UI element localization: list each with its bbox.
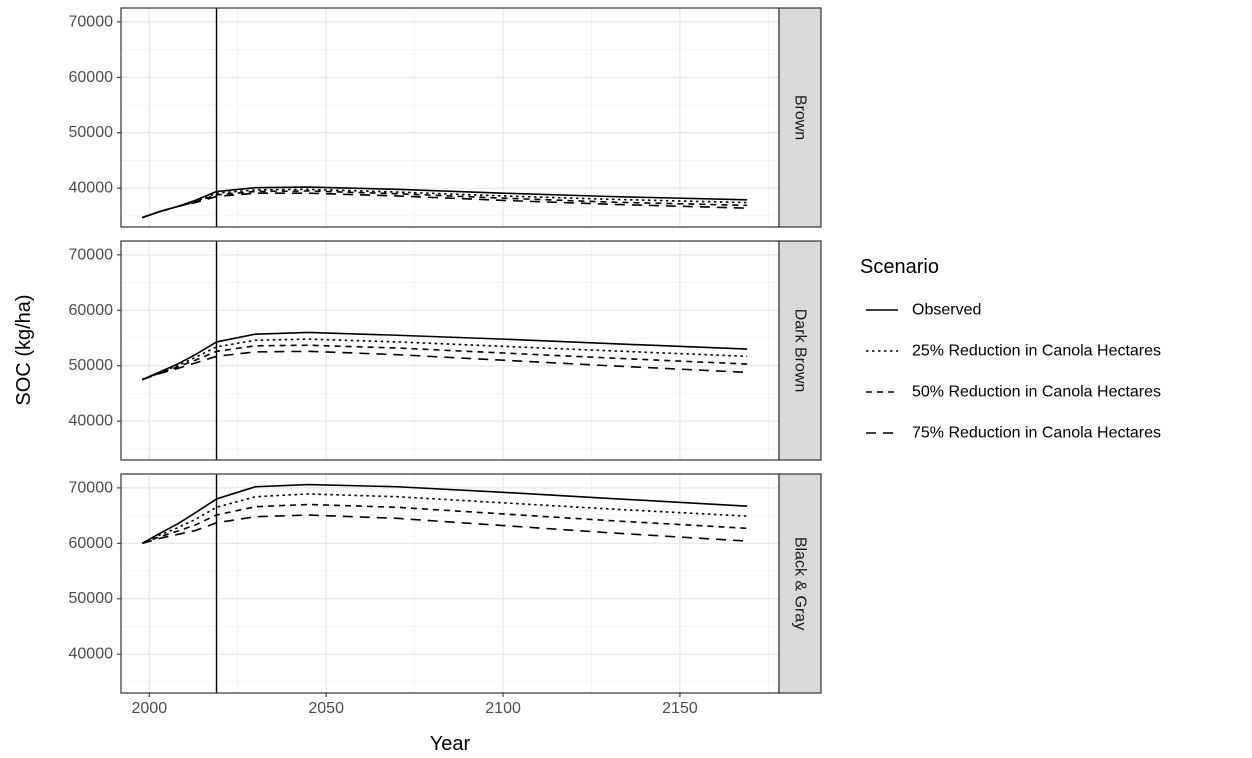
series-panel-brown — [141, 186, 748, 219]
x-tick-label: 2050 — [308, 700, 344, 717]
strip-box — [778, 240, 822, 461]
strip-box — [778, 473, 822, 694]
strip-label-black-gray: Black & Gray — [792, 537, 809, 630]
series-line-25-reduction-in-canola-hectares — [141, 493, 748, 545]
strip-box — [778, 7, 822, 228]
panel-dark-brown: Dark Brown 40000 50000 60000 70000 — [69, 240, 822, 461]
x-axis-title: Year — [430, 733, 471, 755]
series-panel-dark-brown — [141, 331, 748, 381]
legend: Scenario Observed 25% Reduction in Canola… — [860, 256, 1161, 442]
y-tick-label: 70000 — [69, 13, 114, 30]
legend-title: Scenario — [860, 256, 939, 278]
grid-panel-brown — [121, 8, 779, 227]
series-line-observed — [141, 331, 748, 381]
strip-label-dark-brown: Dark Brown — [792, 309, 809, 393]
x-tick-label: 2100 — [485, 700, 521, 717]
legend-label: Observed — [912, 302, 981, 319]
series-line-observed — [141, 483, 748, 544]
y-tick-label: 50000 — [69, 124, 114, 141]
x-axis-ticks: 2000 2050 2100 2150 — [132, 693, 698, 717]
series-line-75-reduction-in-canola-hectares — [142, 514, 748, 545]
y-tick-label: 70000 — [69, 246, 114, 263]
series-line-25-reduction-in-canola-hectares — [141, 338, 748, 381]
panel-black-gray: Black & Gray 40000 50000 60000 70000 — [69, 473, 822, 694]
series-panel-black-gray — [141, 483, 748, 545]
y-tick-label: 40000 — [69, 180, 114, 197]
series-line-75-reduction-in-canola-hectares — [141, 350, 748, 381]
y-tick-label: 40000 — [69, 413, 114, 430]
x-tick-label: 2150 — [662, 700, 698, 717]
x-tick-label: 2000 — [132, 700, 168, 717]
y-tick-label: 60000 — [69, 302, 114, 319]
y-ticks-panel-brown: 40000 50000 60000 70000 — [69, 13, 121, 197]
y-axis-title: SOC (kg/ha) — [13, 294, 35, 405]
grid-panel-black-gray — [121, 474, 779, 693]
strip-label-brown: Brown — [792, 95, 809, 140]
legend-label: 50% Reduction in Canola Hectares — [912, 384, 1161, 401]
y-tick-label: 40000 — [69, 646, 114, 663]
y-tick-label: 60000 — [69, 535, 114, 552]
y-ticks-panel-black-gray: 40000 50000 60000 70000 — [69, 479, 121, 663]
series-line-25-reduction-in-canola-hectares — [141, 188, 748, 219]
legend-entries: Observed 25% Reduction in Canola Hectares… — [866, 302, 1161, 442]
panel-brown: Brown 40000 50000 60000 70000 — [69, 7, 822, 228]
series-line-50-reduction-in-canola-hectares — [141, 190, 748, 219]
series-line-75-reduction-in-canola-hectares — [141, 192, 748, 219]
legend-label: 75% Reduction in Canola Hectares — [912, 425, 1161, 442]
y-tick-label: 50000 — [69, 357, 114, 374]
grid-panel-dark-brown — [121, 241, 779, 460]
legend-label: 25% Reduction in Canola Hectares — [912, 343, 1161, 360]
y-tick-label: 70000 — [69, 479, 114, 496]
y-ticks-panel-dark-brown: 40000 50000 60000 70000 — [69, 246, 121, 430]
y-tick-label: 60000 — [69, 69, 114, 86]
y-tick-label: 50000 — [69, 590, 114, 607]
